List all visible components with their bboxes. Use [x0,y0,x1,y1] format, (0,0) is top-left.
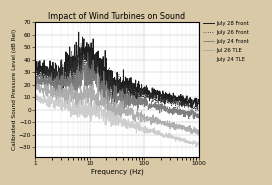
Y-axis label: Calibrated Sound Pressure Level (dB Rel): Calibrated Sound Pressure Level (dB Rel) [12,29,17,150]
July 24 Front [133,100,136,102]
July 24 Front [197,114,200,116]
Line: Jul 26 TLE: Jul 26 TLE [35,75,199,135]
July 24 TLE [194,145,197,148]
Jul 26 TLE [196,134,200,136]
July 24 TLE [34,98,37,100]
Legend: July 28 Front, July 26 Front, July 24 Front, Jul 26 TLE, July 24 TLE: July 28 Front, July 26 Front, July 24 Fr… [202,19,251,63]
Jul 26 TLE [197,133,200,135]
Jul 26 TLE [158,120,161,122]
July 26 Front [133,96,136,99]
July 26 Front [44,68,47,70]
Jul 26 TLE [138,114,141,116]
July 28 Front [158,90,161,92]
July 24 Front [86,51,89,54]
Jul 26 TLE [44,84,47,86]
July 28 Front [44,65,47,67]
July 24 TLE [138,129,141,131]
July 26 Front [79,42,83,45]
July 26 Front [197,110,200,113]
July 26 Front [174,100,178,102]
July 24 Front [187,118,190,120]
July 28 Front [189,106,193,108]
July 28 Front [133,88,136,90]
Title: Impact of Wind Turbines on Sound: Impact of Wind Turbines on Sound [48,12,186,21]
July 24 Front [174,110,178,112]
July 28 Front [34,66,37,69]
Jul 26 TLE [129,111,132,114]
July 24 TLE [44,98,47,101]
July 28 Front [129,84,132,87]
July 24 TLE [35,93,38,95]
Jul 26 TLE [96,73,100,76]
X-axis label: Frequency (Hz): Frequency (Hz) [91,169,143,175]
July 24 TLE [133,126,136,128]
Line: July 28 Front: July 28 Front [35,32,199,107]
July 24 Front [158,108,161,110]
July 24 Front [34,77,37,80]
July 26 Front [197,111,200,113]
July 24 Front [129,98,132,101]
July 26 Front [129,85,132,87]
July 26 Front [34,73,37,76]
July 24 Front [44,84,47,86]
July 28 Front [77,31,80,33]
July 28 Front [174,100,178,102]
Line: July 24 TLE: July 24 TLE [35,94,199,147]
July 24 TLE [174,136,178,138]
July 24 Front [138,103,141,105]
Jul 26 TLE [174,124,178,127]
Line: July 24 Front: July 24 Front [35,53,199,119]
July 24 TLE [158,133,161,135]
July 26 Front [158,98,161,100]
July 24 TLE [197,141,200,144]
July 28 Front [197,100,200,102]
Line: July 26 Front: July 26 Front [35,43,199,112]
July 26 Front [138,90,141,92]
Jul 26 TLE [133,114,136,117]
July 28 Front [138,89,141,92]
Jul 26 TLE [34,85,37,87]
July 24 TLE [129,125,132,127]
